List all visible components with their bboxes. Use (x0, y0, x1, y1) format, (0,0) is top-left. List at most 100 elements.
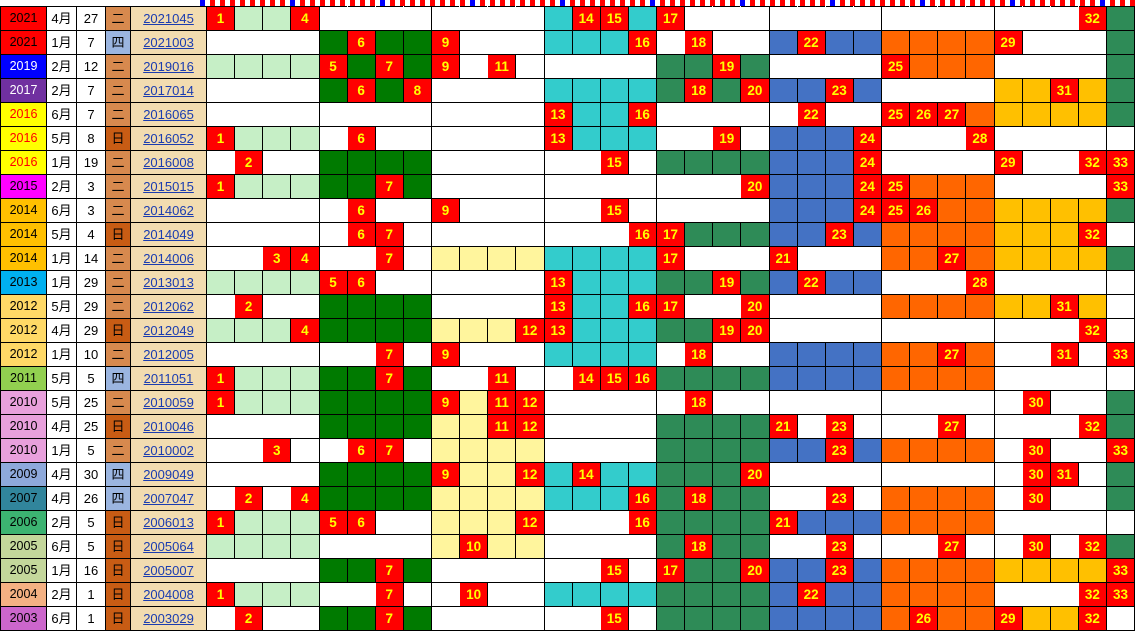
number-cell[interactable] (487, 198, 517, 223)
year-cell[interactable]: 2021 (0, 30, 47, 55)
month-cell[interactable]: 6月 (46, 198, 77, 223)
number-cell[interactable] (796, 558, 826, 583)
number-cell[interactable] (234, 390, 264, 415)
number-cell[interactable] (1077, 366, 1108, 391)
number-cell[interactable] (993, 6, 1023, 31)
number-cell[interactable] (712, 390, 742, 415)
number-cell[interactable] (993, 342, 1023, 367)
number-cell[interactable] (1021, 366, 1051, 391)
number-cell[interactable] (205, 102, 236, 127)
weekday-cell[interactable]: 二 (105, 54, 131, 79)
hit-number-cell[interactable]: 14 (571, 366, 601, 391)
year-cell[interactable]: 2016 (0, 102, 47, 127)
hit-number-cell[interactable]: 18 (684, 390, 714, 415)
number-cell[interactable] (543, 486, 573, 511)
number-cell[interactable] (290, 462, 320, 487)
day-cell[interactable]: 10 (76, 342, 106, 367)
number-cell[interactable] (402, 294, 433, 319)
number-cell[interactable] (543, 510, 573, 535)
hit-number-cell[interactable]: 32 (1077, 150, 1108, 175)
hit-number-cell[interactable]: 7 (374, 174, 404, 199)
number-cell[interactable] (402, 390, 433, 415)
number-cell[interactable] (374, 126, 404, 151)
weekday-cell[interactable]: 日 (105, 126, 131, 151)
hit-number-cell[interactable]: 9 (430, 30, 461, 55)
hit-number-cell[interactable]: 32 (1077, 414, 1108, 439)
number-cell[interactable] (965, 390, 995, 415)
number-cell[interactable] (1021, 222, 1051, 247)
number-cell[interactable] (937, 54, 967, 79)
number-cell[interactable] (374, 270, 404, 295)
number-cell[interactable] (487, 582, 517, 607)
number-cell[interactable] (318, 198, 348, 223)
number-cell[interactable] (880, 222, 911, 247)
number-cell[interactable] (487, 534, 517, 559)
number-cell[interactable] (430, 414, 461, 439)
hit-number-cell[interactable]: 30 (1021, 390, 1051, 415)
number-cell[interactable] (965, 366, 995, 391)
number-cell[interactable] (824, 342, 854, 367)
period-link[interactable]: 2010046 (130, 414, 207, 439)
hit-number-cell[interactable]: 14 (571, 6, 601, 31)
number-cell[interactable] (993, 126, 1023, 151)
number-cell[interactable] (965, 246, 995, 271)
number-cell[interactable] (571, 390, 601, 415)
number-cell[interactable] (430, 318, 461, 343)
number-cell[interactable] (880, 126, 911, 151)
year-cell[interactable]: 2014 (0, 222, 47, 247)
number-cell[interactable] (937, 150, 967, 175)
number-cell[interactable] (627, 342, 658, 367)
number-cell[interactable] (543, 246, 573, 271)
number-cell[interactable] (205, 30, 236, 55)
hit-number-cell[interactable]: 18 (684, 342, 714, 367)
number-cell[interactable] (374, 510, 404, 535)
weekday-cell[interactable]: 四 (105, 462, 131, 487)
hit-number-cell[interactable]: 31 (1049, 294, 1079, 319)
number-cell[interactable] (459, 246, 489, 271)
number-cell[interactable] (993, 462, 1023, 487)
number-cell[interactable] (205, 462, 236, 487)
number-cell[interactable] (768, 78, 798, 103)
number-cell[interactable] (768, 486, 798, 511)
period-link[interactable]: 2007047 (130, 486, 207, 511)
hit-number-cell[interactable]: 14 (571, 462, 601, 487)
number-cell[interactable] (684, 462, 714, 487)
number-cell[interactable] (262, 54, 292, 79)
number-cell[interactable] (965, 78, 995, 103)
number-cell[interactable] (571, 222, 601, 247)
hit-number-cell[interactable]: 27 (937, 534, 967, 559)
number-cell[interactable] (262, 270, 292, 295)
month-cell[interactable]: 1月 (46, 270, 77, 295)
number-cell[interactable] (543, 174, 573, 199)
number-cell[interactable] (571, 342, 601, 367)
number-cell[interactable] (1021, 30, 1051, 55)
number-cell[interactable] (346, 174, 376, 199)
number-cell[interactable] (599, 534, 629, 559)
number-cell[interactable] (487, 78, 517, 103)
number-cell[interactable] (234, 246, 264, 271)
number-cell[interactable] (571, 510, 601, 535)
number-cell[interactable] (655, 342, 686, 367)
number-cell[interactable] (459, 30, 489, 55)
number-cell[interactable] (655, 582, 686, 607)
number-cell[interactable] (1049, 510, 1079, 535)
number-cell[interactable] (599, 270, 629, 295)
month-cell[interactable]: 4月 (46, 6, 77, 31)
hit-number-cell[interactable]: 30 (1021, 486, 1051, 511)
number-cell[interactable] (318, 390, 348, 415)
hit-number-cell[interactable]: 15 (599, 558, 629, 583)
number-cell[interactable] (627, 270, 658, 295)
number-cell[interactable] (543, 342, 573, 367)
number-cell[interactable] (318, 414, 348, 439)
hit-number-cell[interactable]: 1 (205, 390, 236, 415)
number-cell[interactable] (712, 198, 742, 223)
number-cell[interactable] (290, 54, 320, 79)
number-cell[interactable] (290, 606, 320, 631)
number-cell[interactable] (1105, 102, 1136, 127)
number-cell[interactable] (684, 150, 714, 175)
month-cell[interactable]: 4月 (46, 462, 77, 487)
hit-number-cell[interactable]: 23 (824, 414, 854, 439)
number-cell[interactable] (1105, 6, 1136, 31)
number-cell[interactable] (346, 606, 376, 631)
day-cell[interactable]: 27 (76, 6, 106, 31)
